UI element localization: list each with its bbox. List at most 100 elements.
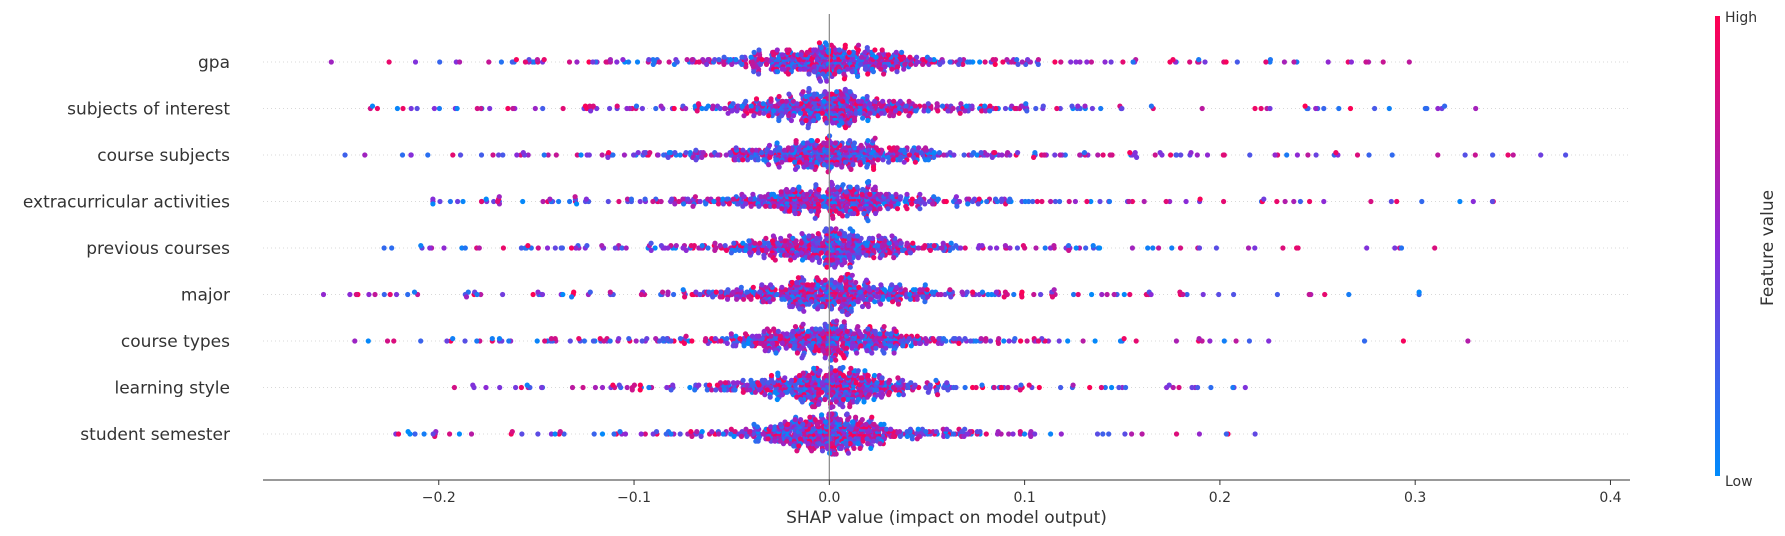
- shap-point: [1070, 382, 1076, 388]
- shap-point: [1092, 338, 1098, 344]
- shap-point: [959, 289, 965, 295]
- shap-point: [962, 245, 968, 251]
- shap-point: [399, 152, 406, 158]
- shap-point: [865, 326, 871, 332]
- shap-point: [853, 279, 859, 286]
- shap-point: [693, 157, 699, 163]
- shap-point: [653, 336, 659, 342]
- shap-point: [1007, 245, 1013, 251]
- shap-point: [824, 78, 830, 84]
- shap-point: [840, 364, 846, 371]
- shap-point: [1263, 59, 1269, 65]
- shap-point: [599, 384, 606, 391]
- shap-point: [770, 191, 777, 197]
- shap-point: [898, 194, 904, 200]
- shap-point: [759, 282, 765, 288]
- shap-point: [1196, 245, 1203, 251]
- shap-point: [677, 152, 683, 158]
- shap-point: [669, 196, 675, 202]
- shap-point: [705, 57, 711, 63]
- shap-point: [1002, 243, 1009, 249]
- shap-point: [1563, 152, 1569, 158]
- shap-point: [747, 196, 754, 202]
- shap-point: [1121, 336, 1127, 342]
- shap-point: [1354, 152, 1361, 158]
- shap-point: [614, 59, 620, 65]
- shap-point: [854, 350, 860, 356]
- shap-point: [784, 252, 790, 258]
- shap-point: [984, 198, 990, 205]
- shap-point: [790, 186, 796, 193]
- shap-point: [835, 348, 842, 354]
- shap-point: [1075, 103, 1081, 109]
- shap-point: [775, 203, 781, 209]
- shap-point: [700, 150, 706, 156]
- shap-point: [1398, 245, 1405, 251]
- shap-point: [855, 368, 861, 374]
- shap-point: [1052, 152, 1058, 158]
- shap-point: [715, 152, 721, 158]
- shap-point: [607, 338, 613, 344]
- shap-point: [489, 336, 495, 342]
- shap-point: [772, 389, 778, 395]
- shap-point: [907, 54, 913, 60]
- shap-point: [713, 387, 719, 393]
- shap-point: [829, 91, 835, 97]
- shap-point: [994, 245, 1000, 251]
- shap-point: [961, 152, 967, 158]
- shap-point: [1348, 59, 1354, 65]
- shap-point: [822, 396, 828, 403]
- shap-point: [1073, 59, 1079, 65]
- shap-point: [885, 52, 892, 58]
- shap-point: [1083, 245, 1089, 251]
- shap-point: [867, 191, 873, 197]
- shap-point: [761, 110, 767, 116]
- shap-point: [855, 299, 861, 305]
- shap-point: [637, 198, 643, 205]
- shap-point: [774, 47, 780, 53]
- shap-point: [743, 64, 749, 70]
- shap-point: [935, 392, 941, 398]
- shap-point: [896, 392, 902, 398]
- shap-point: [1200, 291, 1206, 298]
- shap-point: [457, 59, 463, 65]
- shap-point: [993, 105, 999, 112]
- shap-point: [978, 336, 984, 342]
- shap-point: [770, 340, 776, 346]
- shap-point: [901, 147, 907, 153]
- shap-point: [860, 186, 866, 193]
- shap-point: [894, 69, 900, 75]
- shap-point: [1000, 59, 1006, 65]
- shap-point: [1291, 198, 1297, 205]
- shap-point: [775, 328, 781, 334]
- shap-point: [353, 291, 359, 298]
- shap-point: [779, 284, 785, 290]
- shap-point: [984, 152, 990, 158]
- shap-point: [574, 59, 580, 65]
- shap-point: [976, 243, 982, 249]
- shap-point: [924, 294, 931, 300]
- shap-point: [953, 243, 959, 249]
- shap-point: [665, 245, 671, 251]
- shap-point: [755, 250, 762, 256]
- shap-point: [936, 150, 943, 156]
- shap-point: [400, 105, 406, 112]
- shap-point: [832, 368, 838, 374]
- shap-point: [1015, 150, 1021, 156]
- shap-point: [748, 103, 754, 109]
- shap-point: [775, 240, 781, 246]
- shap-point: [1109, 384, 1115, 391]
- shap-point: [878, 394, 885, 400]
- shap-point: [767, 154, 773, 160]
- shap-point: [879, 252, 885, 258]
- shap-point: [755, 294, 761, 300]
- shap-point: [463, 294, 470, 300]
- shap-point: [838, 275, 844, 281]
- shap-point: [832, 279, 838, 286]
- shap-point: [872, 299, 878, 305]
- shap-point: [785, 294, 791, 300]
- shap-point: [1188, 150, 1194, 156]
- shap-point: [912, 159, 919, 165]
- shap-point: [590, 103, 596, 109]
- shap-point: [718, 338, 724, 344]
